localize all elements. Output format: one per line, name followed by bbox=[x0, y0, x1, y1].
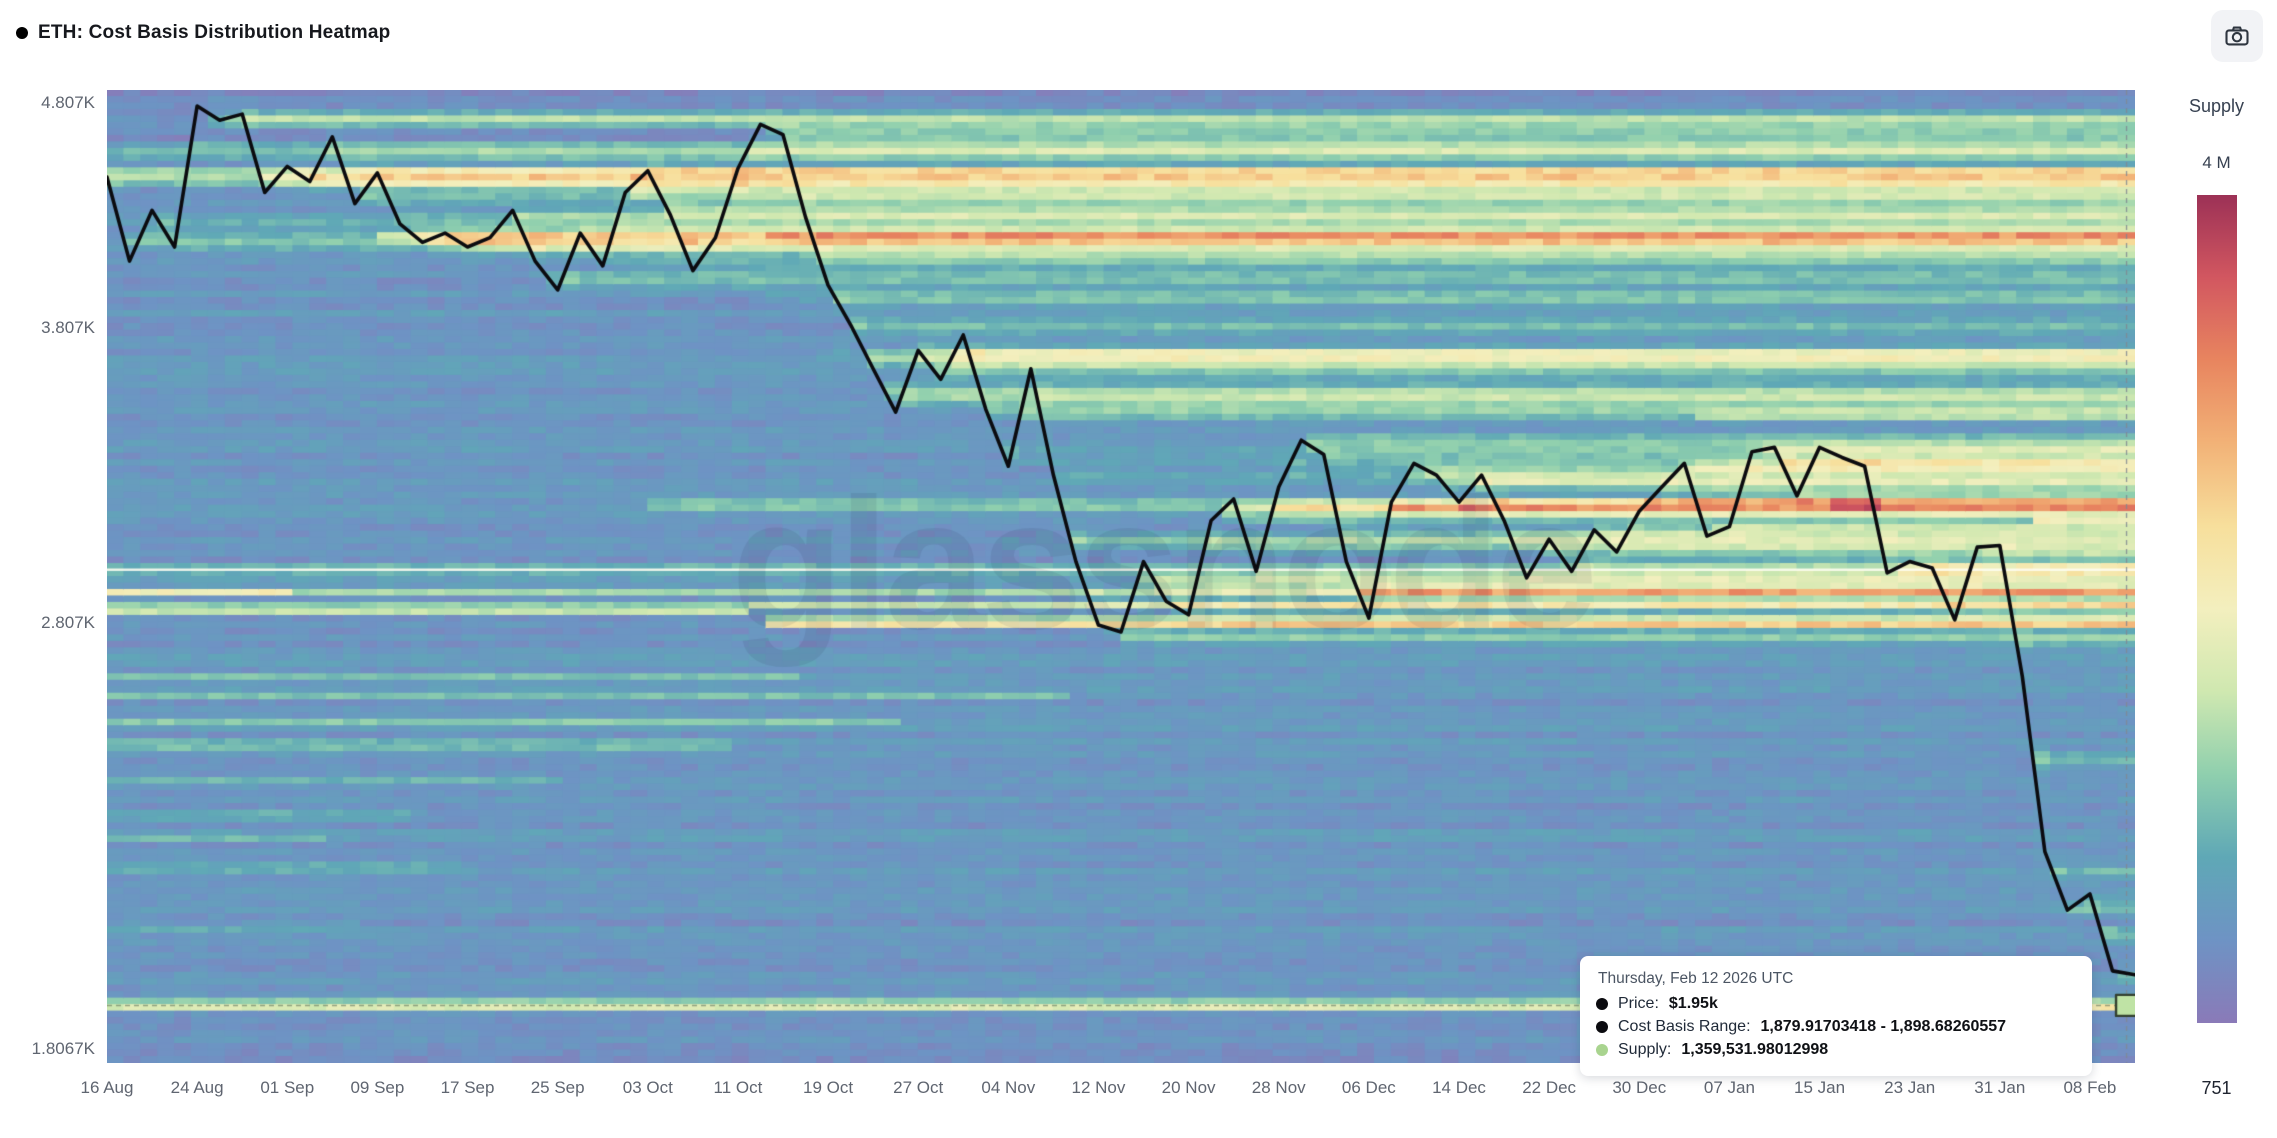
x-tick-label: 22 Dec bbox=[1522, 1078, 1577, 1097]
y-tick-label: 3.807K bbox=[41, 318, 95, 338]
x-tick-label: 16 Aug bbox=[80, 1078, 134, 1097]
x-tick-label: 30 Dec bbox=[1612, 1078, 1667, 1097]
x-tick-label: 17 Sep bbox=[440, 1078, 495, 1097]
asset-dot-icon bbox=[16, 27, 28, 39]
chart-header: ETH: Cost Basis Distribution Heatmap bbox=[16, 22, 390, 44]
x-tick-label: 03 Oct bbox=[622, 1078, 673, 1097]
x-tick-label: 20 Nov bbox=[1161, 1078, 1216, 1097]
price-dot-icon bbox=[1596, 998, 1608, 1010]
price-value: $1.95k bbox=[1668, 995, 1718, 1012]
tooltip-price-row: Price: $1.95k bbox=[1596, 995, 2074, 1013]
supply-colorbar bbox=[2197, 195, 2237, 1023]
hover-tooltip: Thursday, Feb 12 2026 UTC Price: $1.95k … bbox=[1580, 956, 2092, 1076]
heatmap-plot[interactable] bbox=[107, 90, 2135, 1063]
tooltip-range-row: Cost Basis Range: 1,879.91703418 - 1,898… bbox=[1596, 1018, 2074, 1036]
tooltip-date: Thursday, Feb 12 2026 UTC bbox=[1598, 970, 1794, 987]
x-tick-label: 14 Dec bbox=[1432, 1078, 1486, 1097]
x-tick-label: 12 Nov bbox=[1071, 1078, 1126, 1097]
y-tick-label: 4.807K bbox=[41, 92, 95, 112]
y-tick-label: 1.8067K bbox=[31, 1038, 95, 1058]
x-tick-label: 04 Nov bbox=[981, 1078, 1036, 1097]
x-tick-label: 25 Sep bbox=[530, 1078, 585, 1097]
range-label: Cost Basis Range: bbox=[1618, 1018, 1751, 1035]
x-tick-label: 27 Oct bbox=[893, 1078, 944, 1097]
colorbar-min-label: 751 bbox=[2201, 1078, 2232, 1098]
supply-dot-icon bbox=[1596, 1044, 1608, 1056]
x-tick-label: 09 Sep bbox=[350, 1078, 405, 1097]
screenshot-button[interactable] bbox=[2211, 10, 2263, 62]
supply-label: Supply: bbox=[1618, 1041, 1672, 1058]
x-tick-label: 31 Jan bbox=[1974, 1078, 2026, 1097]
x-tick-label: 01 Sep bbox=[260, 1078, 315, 1097]
colorbar-max-label: 4 M bbox=[2202, 153, 2231, 172]
colorbar-title: Supply bbox=[2188, 96, 2245, 116]
price-label: Price: bbox=[1618, 995, 1659, 1012]
x-tick-label: 28 Nov bbox=[1251, 1078, 1306, 1097]
x-tick-label: 24 Aug bbox=[170, 1078, 224, 1097]
supply-value: 1,359,531.98012998 bbox=[1681, 1041, 1829, 1058]
x-tick-label: 15 Jan bbox=[1794, 1078, 1846, 1097]
x-tick-label: 23 Jan bbox=[1884, 1078, 1936, 1097]
range-value: 1,879.91703418 - 1,898.68260557 bbox=[1760, 1018, 2007, 1035]
camera-icon bbox=[2223, 22, 2251, 50]
page-title: ETH: Cost Basis Distribution Heatmap bbox=[38, 22, 391, 43]
x-tick-label: 19 Oct bbox=[803, 1078, 854, 1097]
x-tick-label: 07 Jan bbox=[1703, 1078, 1755, 1097]
x-tick-label: 08 Feb bbox=[2063, 1078, 2117, 1097]
tooltip-supply-row: Supply: 1,359,531.98012998 bbox=[1596, 1041, 2074, 1059]
y-tick-label: 2.807K bbox=[41, 612, 95, 632]
x-tick-label: 06 Dec bbox=[1341, 1078, 1396, 1097]
x-tick-label: 11 Oct bbox=[713, 1078, 763, 1097]
cost-basis-dot-icon bbox=[1596, 1021, 1608, 1033]
